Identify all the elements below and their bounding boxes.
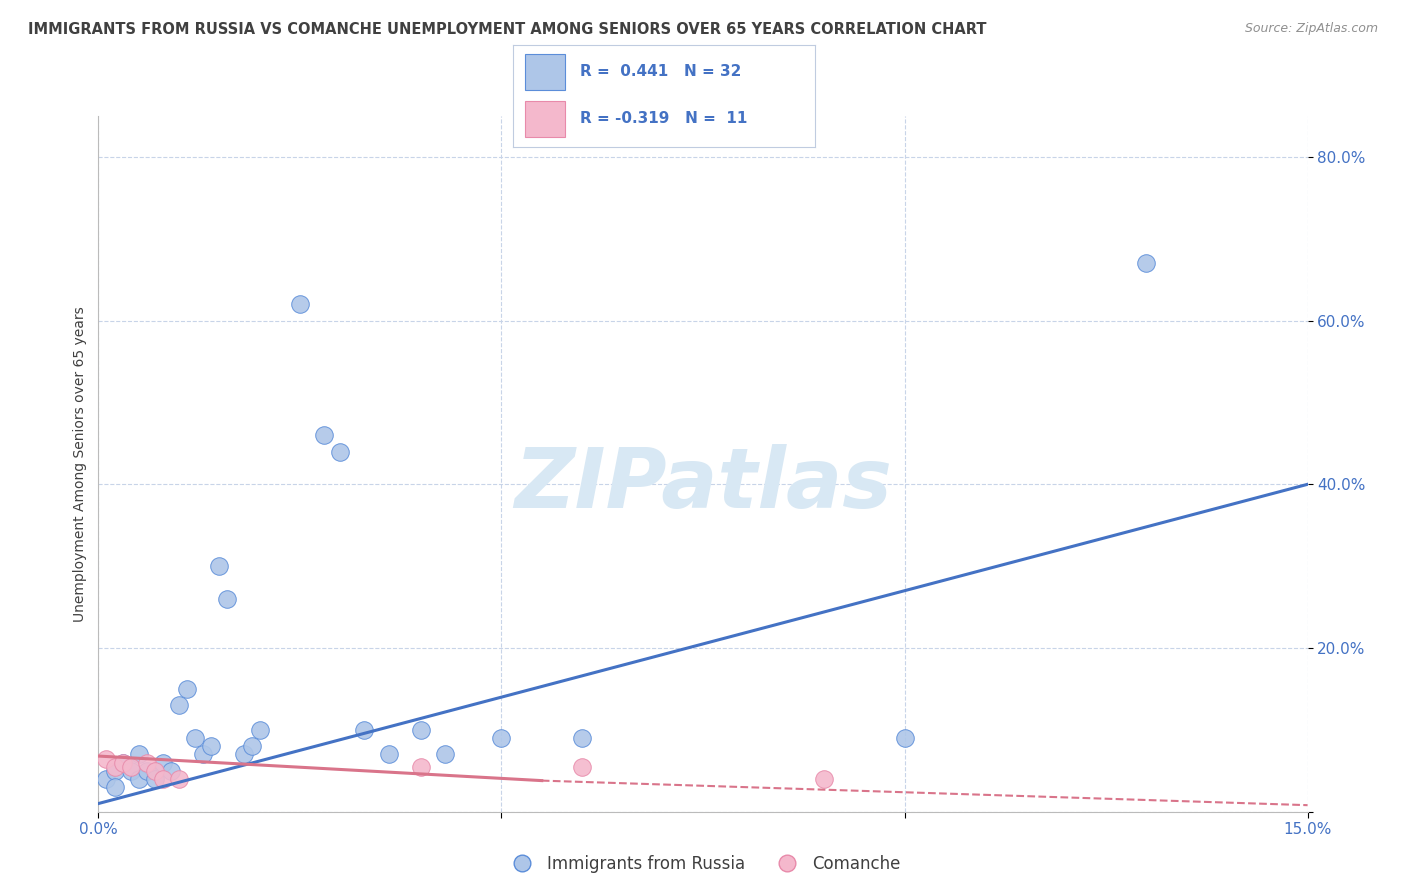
- Point: [232, 747, 254, 762]
- Point: [152, 772, 174, 786]
- Point: [111, 756, 134, 770]
- Point: [176, 681, 198, 696]
- Point: [96, 751, 118, 765]
- Point: [103, 780, 125, 794]
- Point: [377, 747, 399, 762]
- Point: [208, 559, 231, 574]
- Point: [217, 591, 239, 606]
- Point: [103, 760, 125, 774]
- Point: [240, 739, 263, 754]
- Text: ZIPatlas: ZIPatlas: [515, 444, 891, 525]
- FancyBboxPatch shape: [526, 101, 565, 137]
- Point: [893, 731, 915, 745]
- Point: [167, 698, 190, 713]
- Text: R =  0.441   N = 32: R = 0.441 N = 32: [579, 64, 741, 79]
- Point: [288, 297, 311, 311]
- Point: [135, 756, 157, 770]
- Point: [135, 764, 157, 778]
- Point: [571, 760, 593, 774]
- Text: Source: ZipAtlas.com: Source: ZipAtlas.com: [1244, 22, 1378, 36]
- Point: [160, 764, 183, 778]
- Point: [491, 731, 513, 745]
- Point: [96, 772, 118, 786]
- FancyBboxPatch shape: [526, 54, 565, 90]
- Point: [314, 428, 336, 442]
- Text: IMMIGRANTS FROM RUSSIA VS COMANCHE UNEMPLOYMENT AMONG SENIORS OVER 65 YEARS CORR: IMMIGRANTS FROM RUSSIA VS COMANCHE UNEMP…: [28, 22, 987, 37]
- Point: [120, 764, 142, 778]
- Point: [353, 723, 375, 737]
- Legend: Immigrants from Russia, Comanche: Immigrants from Russia, Comanche: [499, 848, 907, 880]
- Point: [813, 772, 835, 786]
- Point: [120, 760, 142, 774]
- Text: R = -0.319   N =  11: R = -0.319 N = 11: [579, 112, 747, 127]
- Point: [128, 747, 150, 762]
- Point: [329, 444, 352, 458]
- Point: [103, 764, 125, 778]
- Point: [1135, 256, 1157, 270]
- Point: [571, 731, 593, 745]
- Point: [167, 772, 190, 786]
- Point: [409, 723, 432, 737]
- Point: [409, 760, 432, 774]
- Point: [128, 772, 150, 786]
- Point: [200, 739, 222, 754]
- Point: [193, 747, 215, 762]
- Point: [249, 723, 271, 737]
- Point: [184, 731, 207, 745]
- Point: [111, 756, 134, 770]
- Point: [152, 756, 174, 770]
- Point: [143, 772, 166, 786]
- Y-axis label: Unemployment Among Seniors over 65 years: Unemployment Among Seniors over 65 years: [73, 306, 87, 622]
- Point: [143, 764, 166, 778]
- Point: [434, 747, 457, 762]
